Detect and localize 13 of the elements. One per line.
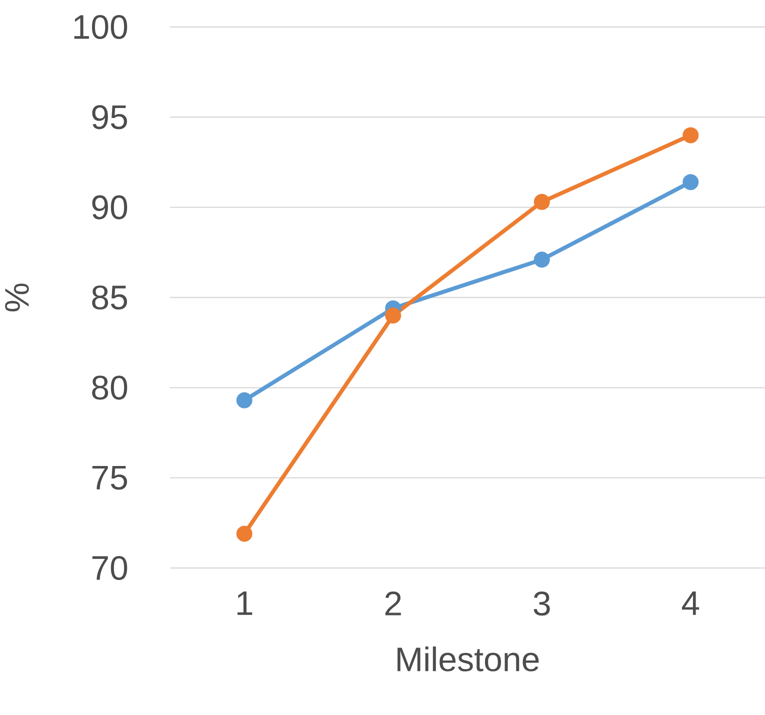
x-tick-label: 3 [534,592,550,616]
x-tick-label: 1 [238,592,252,615]
y-tick-label: 80 [92,376,128,400]
y-tick-label: 90 [92,195,128,220]
x-tick-label: 4 [682,592,700,615]
x-axis-title: Milestone [398,646,539,672]
y-tick-label: 75 [92,466,128,490]
y-tick-label: 85 [92,285,128,310]
y-tick-label: 70 [92,556,128,580]
y-axis-title: % [5,284,29,312]
y-tick-label: 100 [74,14,128,40]
x-tick-label: 2 [385,592,401,616]
y-tick-label: 95 [92,105,128,130]
